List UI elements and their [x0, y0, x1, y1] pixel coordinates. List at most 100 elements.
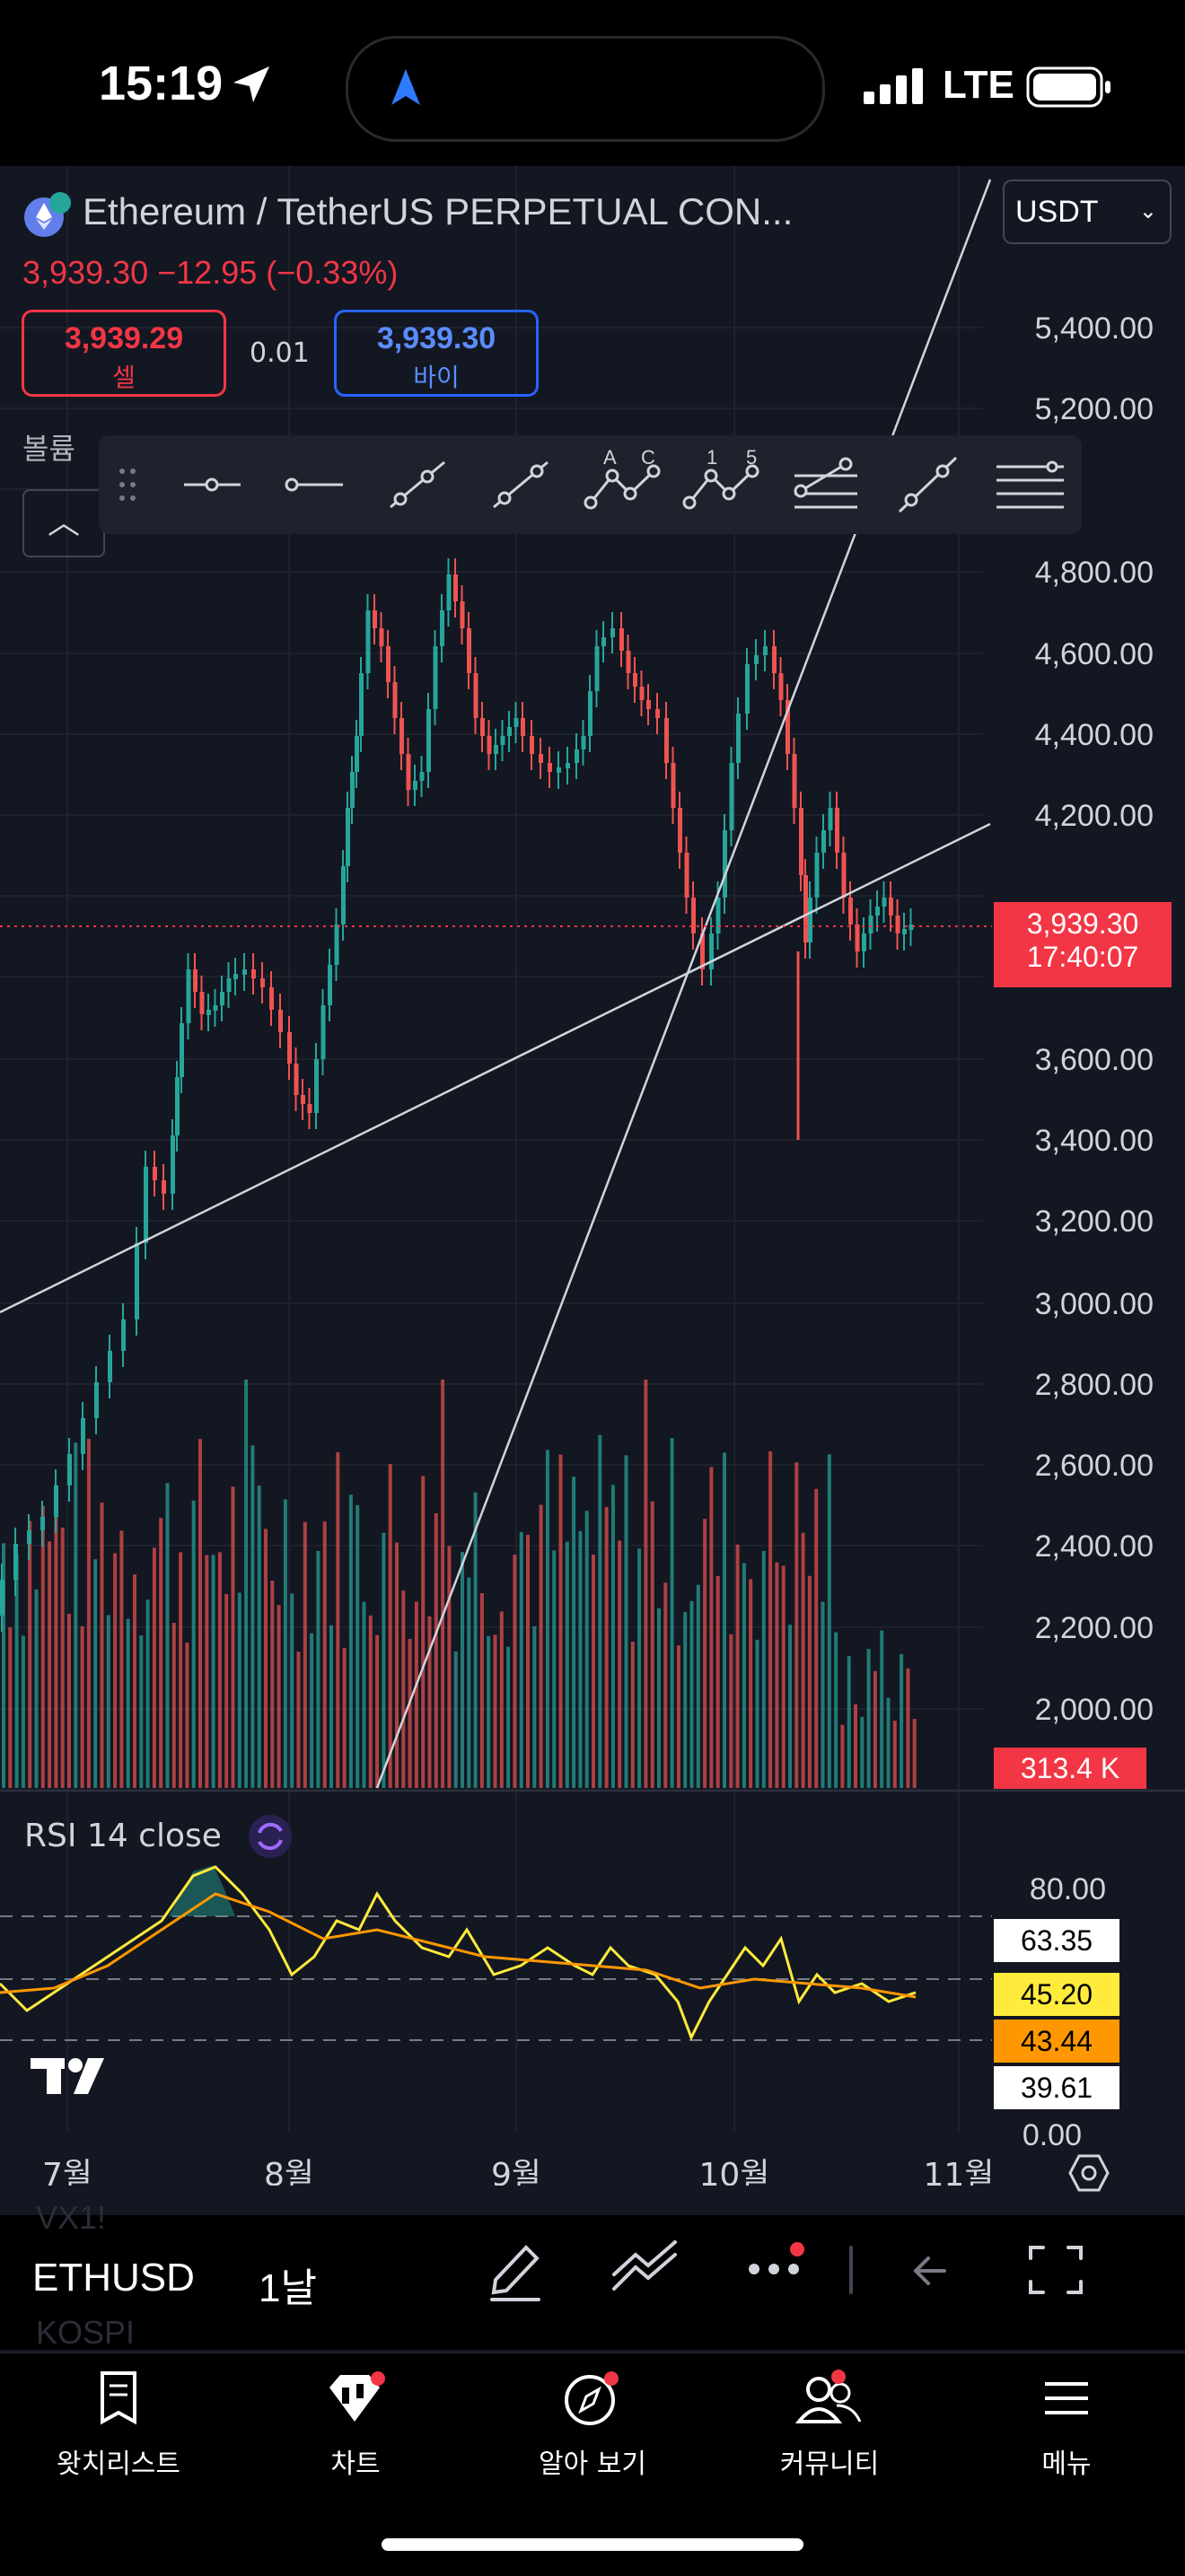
buy-button[interactable]: 3,939.30 바이	[334, 310, 539, 397]
volume-bar	[8, 1627, 13, 1788]
tab-community[interactable]: 커뮤니티	[711, 2370, 948, 2481]
horizontal-line-icon	[285, 478, 343, 492]
volume-bar	[781, 1565, 786, 1788]
volume-bar	[637, 1548, 642, 1788]
volume-bar	[715, 1575, 720, 1788]
volume-bar	[139, 1635, 144, 1788]
volume-bar	[794, 1462, 799, 1788]
candlestick	[633, 673, 637, 687]
volume-bar	[604, 1506, 609, 1788]
volume-bar	[316, 1550, 320, 1788]
volume-bar	[434, 1512, 438, 1788]
candlestick	[855, 924, 860, 951]
candlestick	[754, 655, 759, 664]
line-tools-toolbar[interactable]: A C 1 5	[99, 435, 1082, 534]
line-tools-icons: A C 1 5	[119, 446, 1064, 513]
tab-explore[interactable]: 알아 보기	[474, 2370, 711, 2481]
volume-bar	[735, 1544, 740, 1788]
ray-icon	[390, 460, 445, 509]
volume-bar	[356, 1504, 360, 1788]
volume-bar	[368, 1615, 373, 1788]
volume-bar	[761, 1550, 766, 1788]
candlestick	[700, 933, 705, 969]
volume-bar	[179, 1552, 183, 1788]
candlestick	[206, 1010, 211, 1015]
tab-chart[interactable]: 차트	[237, 2370, 474, 2481]
candlestick	[646, 700, 651, 709]
x-axis-label: 10월	[699, 2157, 770, 2186]
candlestick	[135, 1243, 139, 1319]
volume-bar	[886, 1697, 891, 1788]
interval-button[interactable]: 1날	[259, 2266, 317, 2310]
volume-bar	[493, 1634, 497, 1788]
candlestick	[487, 736, 492, 754]
sell-button[interactable]: 3,939.29 셀	[22, 310, 226, 397]
candlestick	[841, 853, 847, 898]
candlestick	[121, 1319, 126, 1351]
candlestick	[530, 736, 534, 754]
volume-bar	[152, 1547, 156, 1788]
chevron-up-icon: ︿	[47, 504, 80, 541]
rsi-label[interactable]: RSI 14 close	[24, 1818, 222, 1854]
tab-menu[interactable]: 메뉴	[948, 2370, 1185, 2481]
volume-bar	[113, 1553, 118, 1788]
home-indicator	[382, 2538, 803, 2551]
candlestick	[557, 767, 561, 773]
svg-text:A: A	[603, 446, 617, 469]
candlestick	[233, 974, 238, 979]
collapse-indicators-button[interactable]: ︿	[22, 489, 105, 557]
candlestick	[153, 1167, 157, 1180]
trend-line-1[interactable]	[0, 822, 991, 1314]
candlestick	[610, 628, 615, 637]
price-chart[interactable]: 5,400.00 5,200.00 4,800.00 4,600.00 4,400.00…	[0, 166, 1185, 2186]
candlestick	[763, 646, 768, 655]
symbol-button[interactable]: ETHUSD	[32, 2256, 195, 2300]
candlestick	[242, 969, 247, 975]
y-axis-label: 5,400.00	[1035, 311, 1154, 346]
volume-bar	[414, 1601, 418, 1788]
volume-bar	[28, 1520, 32, 1788]
volume-bar	[250, 1445, 255, 1788]
volume-bar	[670, 1438, 674, 1788]
candlestick	[664, 718, 669, 763]
candlestick	[399, 718, 404, 754]
volume-bar	[80, 1625, 84, 1788]
y-axis-label: 3,600.00	[1035, 1043, 1154, 1077]
volume-bar	[499, 1611, 504, 1788]
volume-bar	[827, 1454, 831, 1788]
candlestick	[684, 853, 689, 898]
volume-bar	[224, 1593, 229, 1788]
volume-bar	[749, 1579, 753, 1788]
volume-bar	[342, 1647, 347, 1788]
volume-bar	[526, 1534, 530, 1788]
spread-value: 0.01	[250, 337, 310, 369]
volume-bar	[67, 1613, 71, 1788]
candlestick	[736, 714, 741, 763]
chart-settings-icon[interactable]	[1066, 2151, 1111, 2195]
volume-bar	[54, 1503, 58, 1788]
candlestick	[355, 736, 359, 772]
symbol-title[interactable]: Ethereum / TetherUS PERPETUAL CON...	[83, 190, 794, 232]
candlestick	[294, 1064, 299, 1095]
candlestick	[346, 808, 350, 866]
current-price: 3,939.30	[1026, 907, 1139, 940]
candlestick	[220, 992, 224, 1005]
y-axis-label: 4,800.00	[1035, 556, 1154, 590]
svg-text:5: 5	[746, 446, 757, 469]
volume-indicator-label[interactable]: 볼륨	[22, 432, 75, 466]
volume-bar	[683, 1612, 688, 1788]
volume-bar	[519, 1532, 523, 1788]
volume-bar	[447, 1546, 452, 1788]
menu-icon	[1045, 2382, 1088, 2414]
tab-watchlist[interactable]: 왓치리스트	[0, 2370, 237, 2481]
trend-line-2[interactable]	[375, 179, 992, 1789]
candlestick	[433, 646, 438, 709]
more-icon	[749, 2264, 799, 2274]
currency-select[interactable]: USDT ⌄	[1003, 180, 1172, 244]
buy-label: 바이	[413, 364, 460, 391]
volume-bar	[539, 1504, 543, 1788]
candlestick	[821, 830, 826, 853]
candlestick	[13, 1544, 18, 1580]
volume-bar	[74, 1442, 78, 1788]
candlestick	[895, 916, 900, 933]
